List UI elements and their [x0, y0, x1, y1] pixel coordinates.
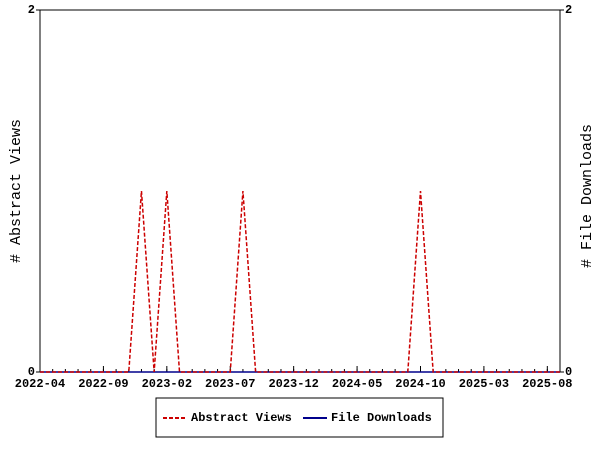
legend-label: File Downloads	[331, 411, 432, 425]
y-tick-label: 0	[28, 365, 35, 379]
legend-label: Abstract Views	[191, 411, 292, 425]
x-tick-label: 2024-05	[332, 377, 382, 391]
x-tick-label: 2023-07	[205, 377, 255, 391]
x-tick-label: 2025-08	[522, 377, 572, 391]
y-axis-title: # Abstract Views	[8, 119, 25, 263]
x-tick-label: 2022-04	[15, 377, 65, 391]
y-tick-label: 2	[28, 3, 35, 17]
x-tick-label: 2023-02	[142, 377, 192, 391]
x-tick-label: 2024-10	[395, 377, 445, 391]
legend	[155, 397, 444, 438]
x-tick-label: 2025-03	[459, 377, 509, 391]
x-tick-label: 2023-12	[268, 377, 318, 391]
y2-tick-label: 0	[565, 365, 572, 379]
series-line	[40, 190, 560, 373]
y2-tick-label: 2	[565, 3, 572, 17]
x-tick-label: 2022-09	[78, 377, 128, 391]
y2-axis-title: # File Downloads	[579, 124, 596, 268]
